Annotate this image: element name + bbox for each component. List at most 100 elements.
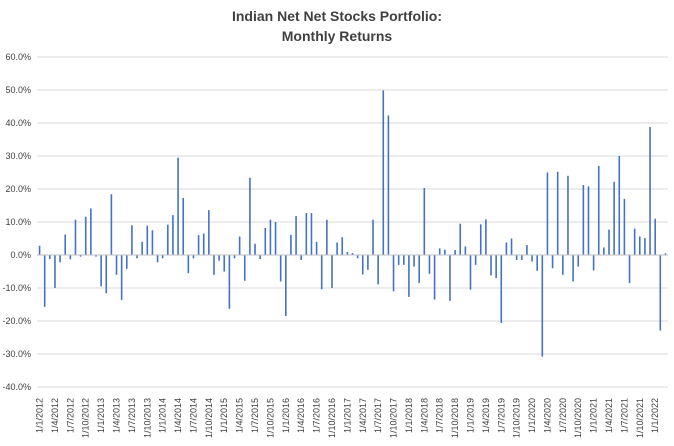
bar bbox=[331, 255, 333, 288]
bar bbox=[167, 224, 169, 255]
y-tick-label: 0.0% bbox=[10, 250, 31, 260]
y-tick-label: -20.0% bbox=[2, 316, 31, 326]
x-tick-label: 1/7/2017 bbox=[373, 398, 383, 433]
bar bbox=[105, 255, 108, 294]
bar bbox=[367, 255, 369, 270]
bar bbox=[377, 255, 379, 285]
bar bbox=[295, 216, 297, 255]
x-tick-label: 1/10/2014 bbox=[204, 398, 214, 438]
x-tick-label: 1/4/2017 bbox=[358, 398, 368, 433]
bar bbox=[156, 255, 159, 263]
bar bbox=[505, 242, 508, 255]
y-tick-label: 20.0% bbox=[5, 184, 31, 194]
bar bbox=[351, 253, 354, 255]
chart-title: Indian Net Net Stocks Portfolio: Monthly… bbox=[0, 6, 674, 46]
bar bbox=[618, 156, 621, 255]
bar bbox=[633, 228, 636, 255]
bar bbox=[320, 255, 323, 290]
bar bbox=[500, 255, 503, 323]
y-tick-label: 30.0% bbox=[5, 151, 31, 161]
bar bbox=[664, 253, 667, 255]
bar bbox=[582, 185, 585, 255]
bar bbox=[531, 255, 533, 262]
x-tick-label: 1/10/2012 bbox=[81, 398, 91, 438]
bar bbox=[115, 255, 118, 275]
bar bbox=[69, 255, 72, 260]
x-tick-label: 1/4/2016 bbox=[296, 398, 306, 433]
y-tick-label: 10.0% bbox=[5, 217, 31, 227]
bar bbox=[490, 255, 492, 276]
bar bbox=[249, 177, 251, 255]
bar bbox=[305, 213, 308, 255]
chart-title-line2: Monthly Returns bbox=[281, 28, 393, 44]
x-tick-label: 1/7/2018 bbox=[435, 398, 445, 433]
x-tick-label: 1/4/2014 bbox=[173, 398, 183, 433]
x-axis-ticks: 1/1/2012 1/4/2012 1/7/2012 1/10/2012 1/1/201… bbox=[35, 398, 661, 438]
bar bbox=[449, 255, 451, 301]
bar bbox=[520, 255, 523, 260]
bar bbox=[43, 255, 46, 307]
bar bbox=[79, 255, 82, 257]
x-tick-label: 1/7/2013 bbox=[127, 398, 137, 433]
x-tick-label: 1/1/2019 bbox=[465, 398, 475, 433]
bar bbox=[469, 255, 472, 290]
x-tick-label: 1/10/2013 bbox=[142, 398, 152, 438]
bar bbox=[562, 255, 564, 275]
bar bbox=[397, 255, 400, 265]
bar bbox=[90, 208, 92, 255]
bar bbox=[146, 225, 149, 255]
x-tick-label: 1/1/2017 bbox=[342, 398, 352, 433]
bar bbox=[623, 198, 626, 255]
y-tick-label: -30.0% bbox=[2, 349, 31, 359]
bar bbox=[444, 249, 446, 255]
bar bbox=[433, 255, 436, 300]
bar bbox=[567, 175, 569, 255]
bar bbox=[403, 255, 405, 265]
x-tick-label: 1/1/2015 bbox=[219, 398, 229, 433]
bar bbox=[592, 255, 595, 271]
bar bbox=[54, 255, 56, 288]
x-tick-label: 1/7/2012 bbox=[65, 398, 75, 433]
bar bbox=[259, 255, 261, 259]
bar bbox=[644, 238, 646, 255]
bar bbox=[208, 210, 210, 255]
bar bbox=[95, 255, 97, 257]
x-tick-label: 1/1/2022 bbox=[650, 398, 660, 433]
bar bbox=[243, 255, 246, 281]
bar bbox=[464, 246, 467, 255]
bar bbox=[290, 234, 292, 255]
bar bbox=[628, 255, 631, 284]
bar bbox=[197, 235, 200, 255]
x-tick-label: 1/1/2021 bbox=[589, 398, 599, 433]
bar bbox=[213, 255, 215, 275]
bar bbox=[526, 245, 528, 255]
y-tick-label: 40.0% bbox=[5, 118, 31, 128]
bar bbox=[336, 242, 338, 255]
bar bbox=[541, 255, 544, 357]
bar bbox=[279, 255, 282, 282]
bar bbox=[315, 241, 318, 255]
x-tick-label: 1/10/2017 bbox=[389, 398, 399, 438]
x-tick-label: 1/7/2021 bbox=[619, 398, 629, 433]
bar bbox=[438, 248, 441, 255]
bar bbox=[64, 234, 67, 255]
y-axis-ticks: 60.0% 50.0% 40.0% 30.0% 20.0% 10.0% 0.0% -10.0%… bbox=[2, 52, 31, 392]
bar bbox=[649, 126, 651, 256]
bar bbox=[38, 245, 41, 255]
bar bbox=[100, 255, 102, 287]
bar bbox=[120, 255, 123, 300]
bar bbox=[587, 186, 590, 255]
bar bbox=[187, 255, 190, 274]
x-tick-label: 1/7/2019 bbox=[496, 398, 506, 433]
bar bbox=[659, 255, 662, 331]
y-tick-label: 60.0% bbox=[5, 52, 31, 62]
x-tick-label: 1/1/2013 bbox=[96, 398, 106, 433]
bar bbox=[546, 172, 549, 255]
bar bbox=[310, 213, 313, 255]
chart-title-line1: Indian Net Net Stocks Portfolio: bbox=[231, 8, 442, 24]
bar bbox=[161, 255, 164, 259]
x-tick-label: 1/10/2020 bbox=[573, 398, 583, 438]
bar bbox=[418, 255, 420, 284]
